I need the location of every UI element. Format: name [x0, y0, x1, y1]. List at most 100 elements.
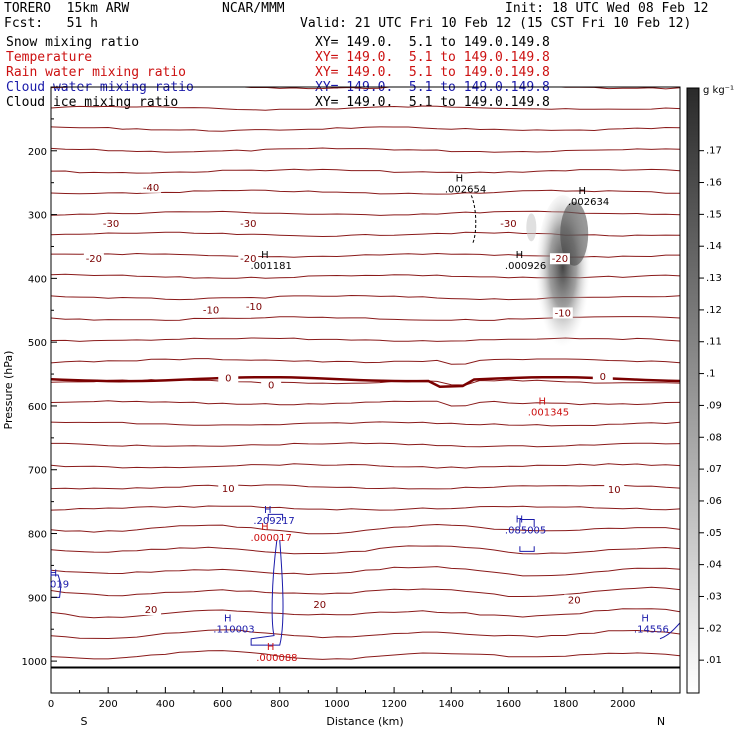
colorbar-tick-label: .17	[706, 146, 722, 157]
isotherm-label-bg	[201, 304, 222, 316]
colorbar-tick-label: .05	[706, 528, 722, 539]
colorbar-tick-label: .14	[706, 241, 722, 252]
isotherm-label-bg	[549, 253, 570, 265]
x-tick-label: 800	[270, 699, 289, 710]
isotherm-label-bg	[552, 307, 573, 319]
field-name-temperature: Temperature	[6, 50, 93, 65]
maximum-marker: H	[264, 505, 272, 516]
maximum-value-label: .001181	[250, 261, 291, 272]
snow-mixing-shading	[526, 195, 590, 356]
colorbar-tick-label: .15	[706, 209, 722, 220]
isotherm-label: 20	[568, 596, 581, 607]
isotherm-label-bg	[243, 301, 264, 313]
cloud-ice-contour	[470, 195, 477, 244]
field-name-rain: Rain water mixing ratio	[6, 65, 187, 80]
x-axis-label: Distance (km)	[326, 715, 403, 728]
field-xy-rain: XY= 149.0. 5.1 to 149.0.149.8	[315, 65, 550, 80]
isotherm	[51, 421, 680, 427]
maximum-marker: H	[261, 250, 269, 261]
isotherm-label: -20	[240, 254, 256, 265]
isotherm-label-bg	[83, 253, 104, 265]
header-init-time: Init: 18 UTC Wed 08 Feb 12	[505, 1, 709, 16]
colorbar-tick-label: .1	[706, 369, 716, 380]
colorbar-tick-label: .04	[706, 560, 722, 571]
maximum-value-label: .000088	[256, 653, 297, 664]
isotherm-label: 20	[145, 605, 158, 616]
isotherm-label: -30	[103, 219, 119, 230]
field-xy-snow: XY= 149.0. 5.1 to 149.0.149.8	[315, 35, 550, 50]
isotherm	[51, 586, 680, 597]
maximum-marker: H	[579, 186, 587, 197]
colorbar-tick-label: .09	[706, 400, 722, 411]
isotherm-label: 20	[313, 600, 326, 611]
isotherm-label: -10	[246, 302, 262, 313]
isotherm-label: 0	[268, 381, 274, 392]
isotherm	[51, 650, 680, 660]
colorbar-fill	[686, 87, 700, 694]
y-tick-label: 800	[28, 530, 47, 541]
y-tick-label: 500	[28, 338, 47, 349]
isotherm-label: 0	[225, 374, 231, 385]
colorbar-tick-label: .12	[706, 305, 722, 316]
colorbar-unit: g kg⁻¹	[703, 85, 734, 96]
north-end-label: N	[657, 715, 665, 728]
south-end-label: S	[81, 715, 88, 728]
x-tick-label: 0	[48, 699, 54, 710]
x-tick-label: 1200	[381, 699, 406, 710]
isotherm	[51, 484, 680, 490]
isotherm-label: 0	[600, 372, 606, 383]
y-axis-label: Pressure (hPa)	[2, 351, 15, 430]
maximum-value-label: .085005	[505, 526, 546, 537]
maximum-marker: H	[516, 515, 524, 526]
isotherm-label: -30	[240, 219, 256, 230]
isotherm	[51, 505, 680, 511]
isotherm-label-bg	[564, 594, 585, 606]
isotherm	[51, 545, 680, 555]
x-tick-label: 600	[213, 699, 232, 710]
cloud-water-contour	[267, 513, 284, 521]
maximum-value-label: .209217	[253, 516, 294, 527]
cloud-water-contours	[51, 195, 680, 646]
maximum-marker: H	[261, 522, 269, 533]
maximum-value-label: .000926	[505, 261, 546, 272]
isotherm	[51, 463, 680, 469]
isotherm	[51, 629, 680, 640]
x-tick-label: 1400	[439, 699, 464, 710]
isotherm-label-bg	[141, 604, 162, 616]
isotherm	[51, 523, 680, 535]
x-tick-label: 1800	[553, 699, 578, 710]
maximum-value-label: .002654	[445, 184, 486, 195]
isotherm-label-bg	[218, 372, 239, 384]
isotherm	[51, 400, 680, 407]
field-xy-temperature: XY= 149.0. 5.1 to 149.0.149.8	[315, 50, 550, 65]
colorbar-tick-label: .11	[706, 337, 722, 348]
isotherm	[51, 566, 680, 577]
header-forecast-hour: Fcst: 51 h	[4, 16, 98, 31]
header-org: NCAR/MMM	[222, 1, 285, 16]
header-valid-time: Valid: 21 UTC Fri 10 Feb 12 (15 CST Fri …	[300, 16, 692, 31]
colorbar-tick-label: .01	[706, 655, 722, 666]
colorbar-tick-label: .03	[706, 591, 722, 602]
isotherm-label-bg	[498, 218, 519, 230]
isotherm	[51, 442, 680, 448]
y-tick-label: 300	[28, 211, 47, 222]
x-tick-label: 2000	[610, 699, 635, 710]
isotherm-label: -10	[203, 305, 219, 316]
plot-frame	[50, 86, 681, 694]
snow-patch	[526, 213, 537, 242]
maximum-value-label: .001345	[528, 408, 569, 419]
isotherm-label: -20	[86, 254, 102, 265]
x-tick-label: 200	[99, 699, 118, 710]
y-tick-label: 600	[28, 402, 47, 413]
maximum-marker: H	[641, 613, 649, 624]
isotherm	[51, 337, 680, 342]
isotherm-label-bg	[238, 218, 259, 230]
isotherm-label: -40	[143, 183, 159, 194]
snow-core	[560, 201, 589, 266]
y-tick-label: 200	[28, 147, 47, 158]
contour-labels: -40 -30 -30 -30 -20 -20 -20 -10 -10 -10 0 0 0 10 10 20 2…	[50, 173, 669, 664]
cloud-water-contour	[250, 539, 284, 646]
isotherm	[51, 358, 680, 365]
x-tick-label: 400	[156, 699, 175, 710]
isotherm-label-bg	[101, 218, 122, 230]
